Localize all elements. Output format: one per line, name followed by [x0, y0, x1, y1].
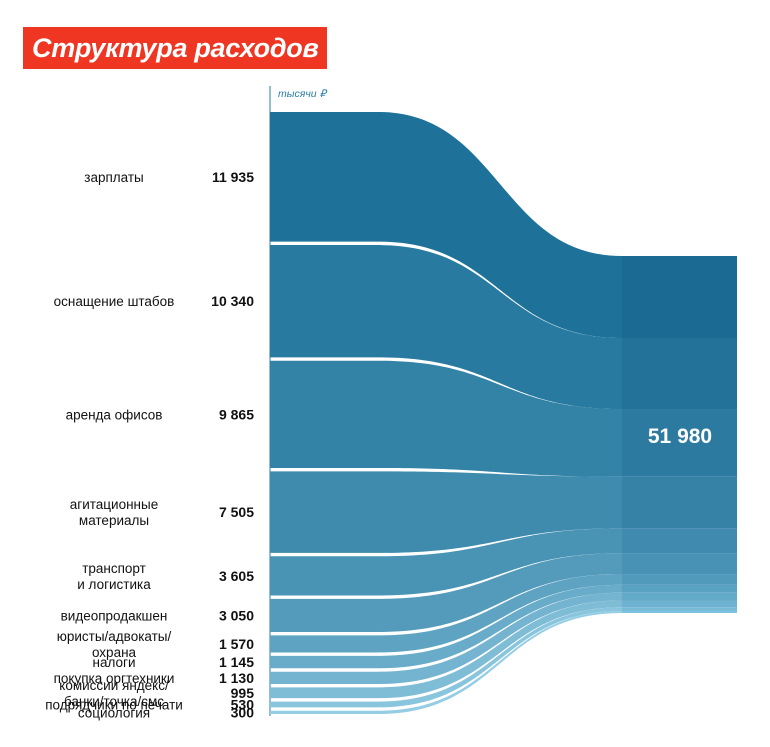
value-label: 300 [231, 704, 255, 720]
category-label: комиссии яндекс/банки/точка/смс [59, 678, 169, 709]
total-bar-segment [622, 607, 737, 611]
value-label: 11 935 [212, 169, 254, 185]
value-label: 1 570 [219, 636, 254, 652]
category-label: юристы/адвокаты/охрана [57, 629, 172, 660]
unit-label: тысячи ₽ [278, 88, 328, 100]
total-bar-segment [622, 409, 737, 477]
category-label: аренда офисов [66, 407, 163, 422]
flow-band [270, 553, 622, 633]
flow-band [270, 610, 622, 714]
total-bar-segment [622, 256, 737, 338]
value-label: 9 865 [219, 406, 254, 422]
value-label: 995 [231, 685, 255, 701]
total-bar-segment [622, 610, 737, 613]
category-label: оснащение штабов [54, 294, 175, 309]
flow-band [270, 607, 622, 708]
total-bar-segment [622, 528, 737, 554]
flow-band [270, 112, 622, 338]
total-value-label: 51 980 [648, 425, 712, 448]
total-bar-segment [622, 584, 737, 593]
flow-band [270, 574, 622, 653]
total-bar-segment [622, 574, 737, 585]
category-label: налоги [93, 655, 136, 670]
total-bar-segment [622, 476, 737, 529]
total-bar-segment [622, 337, 737, 410]
category-label: агитационные материалы [70, 497, 158, 528]
flow-band [270, 600, 622, 699]
flow-band [270, 592, 622, 684]
chart-title: Структура расходов [23, 27, 328, 69]
flow-band-group [270, 112, 622, 714]
category-label: зарплаты [84, 170, 144, 185]
total-bar-segment [622, 592, 737, 601]
value-label: 3 050 [219, 607, 254, 623]
category-label: подрядчики по печати [45, 697, 183, 712]
value-label: 3 605 [219, 568, 254, 584]
flow-band [270, 528, 622, 596]
total-bar [622, 256, 737, 613]
value-label: 1 130 [219, 670, 254, 686]
value-label: 7 505 [219, 504, 254, 520]
total-bar-segment [622, 553, 737, 575]
value-label: 10 340 [211, 293, 254, 309]
flow-band [270, 584, 622, 669]
category-label: видеопродакшен [61, 608, 168, 623]
flow-band [270, 471, 622, 553]
flow-band [270, 360, 622, 477]
category-label-group: зарплаты 11 935 оснащение штабов 10 340 арен… [45, 169, 254, 721]
flow-band [270, 245, 622, 410]
category-label: покупка оргтехники [54, 671, 175, 686]
category-label: социология [78, 705, 150, 720]
category-label: транспорт и логистика [77, 561, 151, 592]
value-label: 530 [231, 696, 255, 712]
total-bar-segment [622, 600, 737, 608]
value-label: 1 145 [219, 654, 254, 670]
